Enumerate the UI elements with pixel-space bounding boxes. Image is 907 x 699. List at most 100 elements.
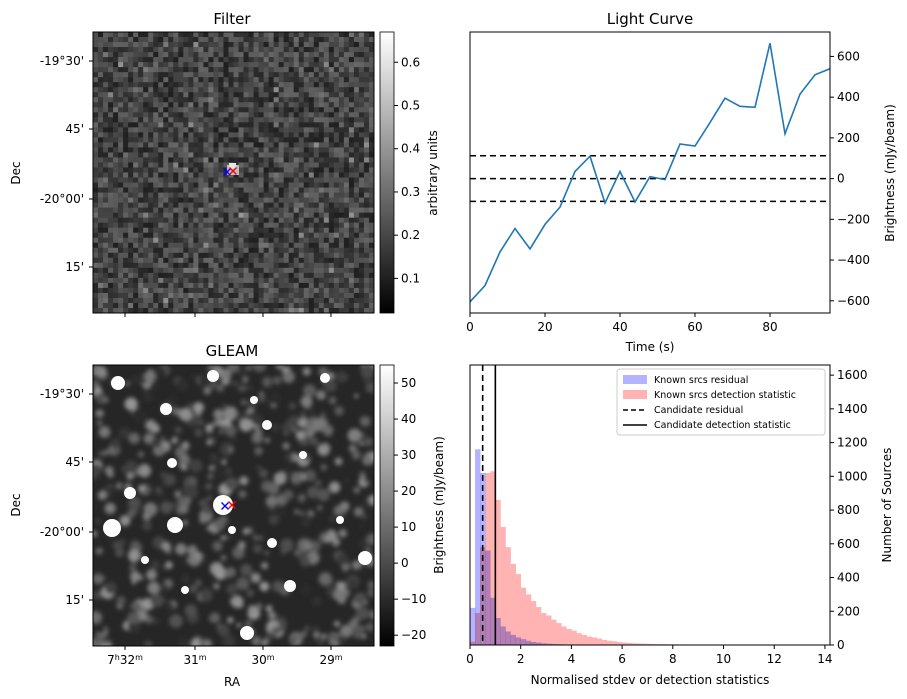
filter-markers bbox=[223, 167, 237, 176]
lightcurve-xtick-label: 40 bbox=[612, 320, 627, 334]
gleam-ytick-label: -20°00' bbox=[40, 525, 84, 539]
histogram-bar bbox=[490, 471, 496, 645]
histogram-bar bbox=[505, 631, 511, 645]
gleam-source bbox=[207, 370, 219, 382]
filter-x-axis bbox=[124, 313, 332, 317]
histogram-bar bbox=[535, 607, 542, 645]
gleam-frame bbox=[92, 364, 375, 647]
filter-colorbar bbox=[379, 31, 395, 314]
gleam-colorbar-tick-label: 50 bbox=[401, 376, 416, 390]
histogram-bar bbox=[500, 526, 506, 645]
gleam-source bbox=[267, 538, 277, 548]
gleam-colorbar-ticks: −20 −10 0 10 20 30 40 50 bbox=[394, 376, 426, 642]
histogram-bar bbox=[606, 640, 613, 645]
histogram-panel: 0 2 4 6 8 10 12 14 0 200 400 600 800 1000 1200 1400 160… bbox=[466, 364, 894, 687]
lightcurve-ytick-label: 200 bbox=[837, 131, 860, 145]
gleam-xtick-label: 7h32m bbox=[107, 653, 143, 668]
lightcurve-ytick-label: 0 bbox=[837, 172, 845, 186]
histogram-bar bbox=[652, 643, 658, 645]
gleam-source bbox=[358, 551, 372, 565]
histogram-bar bbox=[510, 564, 516, 645]
filter-colorbar-tick-label: 0.5 bbox=[401, 98, 420, 112]
gleam-colorbar-tick-label: 20 bbox=[401, 484, 416, 498]
gleam-marker-red bbox=[228, 501, 236, 509]
filter-ytick-label: 15' bbox=[65, 260, 84, 274]
filter-ytick-label: -20°00' bbox=[40, 192, 84, 206]
gleam-source bbox=[262, 420, 272, 430]
lightcurve-xtick-label: 0 bbox=[466, 320, 474, 334]
histogram-bar bbox=[586, 636, 592, 645]
gleam-source bbox=[228, 526, 236, 534]
filter-colorbar-tick-label: 0.6 bbox=[401, 55, 420, 69]
filter-image bbox=[93, 32, 374, 313]
gleam-ytick-label: 45' bbox=[65, 455, 84, 469]
lightcurve-ylabel: Brightness (mJy/beam) bbox=[883, 104, 897, 242]
legend-label-candidate-detection: Candidate detection statistic bbox=[654, 420, 791, 431]
gleam-ylabel: Dec bbox=[9, 493, 23, 516]
gleam-source bbox=[111, 376, 125, 390]
lightcurve-ytick-label: 400 bbox=[837, 90, 860, 104]
gleam-source bbox=[320, 373, 330, 383]
legend-swatch-detection bbox=[623, 390, 647, 399]
gleam-ytick-label: 15' bbox=[65, 593, 84, 607]
histogram-bar bbox=[510, 634, 516, 645]
gleam-source bbox=[167, 458, 177, 468]
histogram-bar bbox=[540, 612, 547, 645]
lightcurve-x-axis: 0 20 40 60 80 bbox=[466, 313, 778, 334]
filter-colorbar-tick-label: 0.4 bbox=[401, 142, 420, 156]
histogram-x-axis: 0 2 4 6 8 10 12 14 bbox=[466, 645, 833, 666]
gleam-colorbar-tick-label: 30 bbox=[401, 448, 416, 462]
gleam-colorbar-tick-label: 40 bbox=[401, 412, 416, 426]
histogram-ylabel: Number of Sources bbox=[880, 448, 894, 563]
histogram-bar bbox=[500, 626, 506, 645]
gleam-markers bbox=[221, 501, 236, 510]
gleam-y-axis: -19°30' 45' -20°00' 15' bbox=[40, 387, 93, 607]
lightcurve-xtick-label: 20 bbox=[537, 320, 552, 334]
legend-swatch-residual bbox=[623, 375, 647, 384]
filter-colorbar-ticks: 0.1 0.2 0.3 0.4 0.5 0.6 bbox=[394, 55, 420, 285]
gleam-source bbox=[103, 519, 121, 537]
histogram-y-axis: 0 200 400 600 800 1000 1200 1400 1600 bbox=[830, 368, 868, 652]
lightcurve-title: Light Curve bbox=[607, 10, 693, 28]
histogram-bar bbox=[581, 634, 587, 645]
gleam-ytick-label: -19°30' bbox=[40, 387, 84, 401]
histogram-bar bbox=[611, 641, 618, 645]
filter-title: Filter bbox=[213, 10, 251, 28]
histogram-legend: Known srcs residual Known srcs detection… bbox=[616, 368, 826, 436]
histogram-frame bbox=[469, 364, 831, 646]
legend-box bbox=[616, 368, 826, 436]
filter-ylabel: Dec bbox=[9, 161, 23, 184]
filter-candidate-blob bbox=[227, 165, 239, 175]
histogram-bar bbox=[622, 642, 628, 645]
legend-label-candidate-residual: Candidate residual bbox=[654, 405, 743, 416]
gleam-source bbox=[181, 586, 189, 594]
histogram-bar bbox=[551, 619, 557, 645]
gleam-colorbar-tick-label: 0 bbox=[401, 556, 409, 570]
histogram-bar bbox=[540, 643, 547, 645]
histogram-bar bbox=[515, 574, 522, 645]
histogram-bar bbox=[530, 641, 537, 645]
histogram-bar bbox=[505, 547, 511, 645]
histogram-bar bbox=[556, 623, 562, 645]
filter-y-axis: -19°30' 45' -20°00' 15' bbox=[40, 54, 93, 274]
gleam-xtick-label: 31m bbox=[183, 653, 206, 668]
histogram-xtick-label: 10 bbox=[716, 652, 731, 666]
histogram-bar bbox=[561, 626, 567, 645]
gleam-source bbox=[240, 626, 254, 640]
gleam-xtick-label: 30m bbox=[251, 653, 274, 668]
histogram-bar bbox=[495, 618, 501, 645]
histogram-xtick-label: 2 bbox=[517, 652, 525, 666]
histogram-bar bbox=[637, 643, 643, 645]
histogram-xtick-label: 8 bbox=[669, 652, 677, 666]
gleam-marker-blue bbox=[221, 502, 229, 510]
histogram-ytick-label: 1600 bbox=[837, 368, 868, 382]
legend-label-detection: Known srcs detection statistic bbox=[654, 390, 796, 401]
gleam-xtick-label: 29m bbox=[319, 653, 342, 668]
histogram-bar bbox=[571, 630, 577, 645]
lightcurve-xtick-label: 80 bbox=[762, 320, 777, 334]
lightcurve-ytick-label: −600 bbox=[837, 294, 870, 308]
gleam-source bbox=[124, 487, 136, 499]
gleam-source bbox=[167, 517, 183, 533]
histogram-bar bbox=[495, 499, 501, 645]
lightcurve-ytick-label: 600 bbox=[837, 49, 860, 63]
